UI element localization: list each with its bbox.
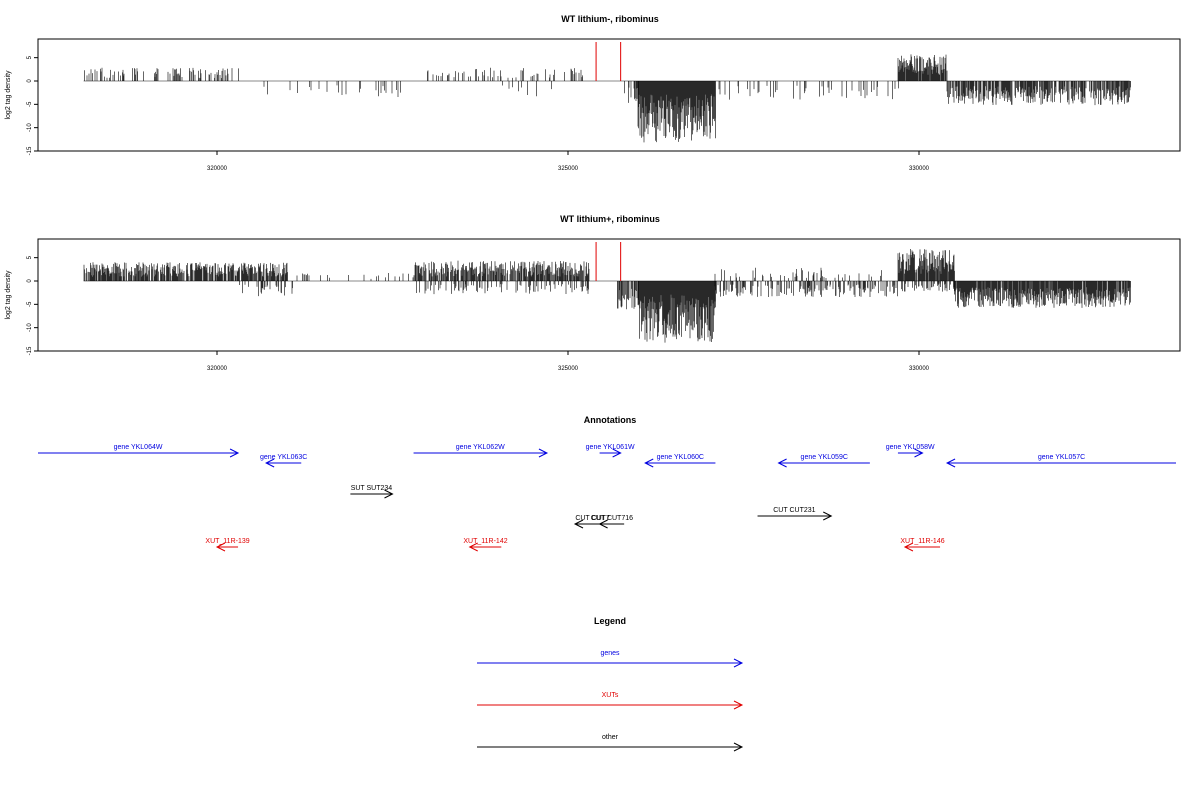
arrow-head [229,448,240,458]
y-tick-label: 0 [27,279,33,283]
data-bars [84,54,1131,143]
arrow-head [215,542,226,552]
feature-arrow [215,542,239,552]
feature-label: XUT_11R-146 [900,538,944,545]
arrow-head [733,658,744,668]
y-tick-label: 5 [27,55,33,59]
legend-arrow [477,700,744,710]
annotations-panel: Annotations gene YKL064W gene YKL063C gene… [38,415,1176,552]
chart-title: WT lithium+, ribominus [560,214,660,224]
feature-label: CUT CUT231 [773,507,815,514]
feature-arrow [897,448,924,458]
legend-arrow [477,742,744,752]
x-tick-label: 325000 [558,366,579,372]
feature-arrow [413,448,549,458]
arrow-head [823,511,833,521]
feature-arrow [945,458,1176,468]
x-tick-label: 330000 [909,366,930,372]
arrow-head [265,458,275,468]
plot-frame [37,238,1181,352]
feature-arrow [598,519,625,529]
data-bars [83,249,1131,343]
feature-label: XUT_11R-139 [205,538,249,545]
legend-label: other [602,734,619,741]
y-tick-label: -10 [27,323,33,332]
legend-arrow [477,658,744,668]
feature-label: SUT SUT234 [351,485,393,492]
chart-panel-lithium-plus: WT lithium+, ribominus -15 -10 -5 0 5 log2 tag… [5,214,1181,372]
arrow-head [903,542,914,552]
x-tick-label: 325000 [558,166,579,172]
arrow-head [384,489,394,499]
y-tick-label: -5 [27,301,33,307]
arrow-head [468,542,478,552]
feature-arrow [644,458,716,468]
feature-label: gene YKL059C [801,454,848,461]
feature-label: gene YKL058W [886,444,935,451]
y-tick-label: 5 [27,255,33,259]
feature-label: gene YKL063C [260,454,307,461]
feature-arrow [777,458,870,468]
feature-label: gene YKL060C [657,454,704,461]
feature-arrow [350,489,394,499]
feature-label: CUT CUT7 [575,515,610,522]
feature-arrow [468,542,502,552]
y-tick-label: -10 [27,123,33,132]
y-axis-label: log2 tag density [5,70,12,120]
feature-label: CUT CUT716 [591,515,633,522]
chart-title: WT lithium-, ribominus [561,14,659,24]
chart-panel-lithium-minus: WT lithium-, ribominus -15 -10 -5 0 5 log2 tag… [5,14,1181,172]
feature-label: gene YKL062W [456,444,505,451]
y-axis-label: log2 tag density [5,270,12,320]
feature-label: gene YKL057C [1038,454,1085,461]
y-tick-label: -5 [27,101,33,107]
arrow-head [573,519,584,529]
legend-label: genes [600,650,620,657]
feature-label: gene YKL064W [114,444,163,451]
arrow-head [945,458,956,468]
feature-arrow [265,458,302,468]
legend-panel: Legend genes XUTs other [477,616,744,752]
feature-arrow [757,511,833,521]
arrow-head [777,458,787,468]
feature-label: gene YKL061W [586,444,635,451]
legend-title: Legend [594,616,626,626]
y-tick-label: 0 [27,79,33,83]
feature-arrow [38,448,240,458]
arrow-head [598,519,608,529]
y-tick-label: -15 [27,346,33,355]
x-tick-label: 320000 [207,366,228,372]
annotations-title: Annotations [584,415,637,425]
feature-label: XUT_11R-142 [463,538,507,545]
arrow-head [612,448,622,458]
arrow-head [644,458,654,468]
feature-arrow [599,448,622,458]
feature-arrow [903,542,941,552]
x-tick-label: 330000 [909,166,930,172]
arrow-head [914,448,924,458]
legend-label: XUTs [602,692,619,699]
arrow-head [733,700,744,710]
plot-frame [37,38,1181,152]
arrow-head [538,448,549,458]
arrow-head [733,742,744,752]
x-tick-label: 320000 [207,166,228,172]
y-tick-label: -15 [27,146,33,155]
